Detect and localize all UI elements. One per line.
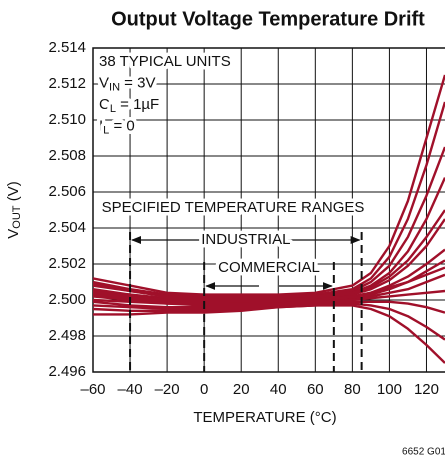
unit-curve — [93, 74, 445, 296]
unit-curve — [93, 300, 445, 314]
unit-curve — [93, 304, 445, 364]
chart-title: Output Voltage Temperature Drift — [111, 8, 425, 30]
y-axis-label: VOUT (V) — [5, 181, 23, 238]
x-tick-label: 40 — [270, 381, 287, 398]
unit-curve — [93, 289, 445, 309]
y-tick-label: 2.506 — [48, 183, 86, 200]
range-label: INDUSTRIAL — [201, 231, 290, 248]
y-tick-label: 2.502 — [48, 255, 86, 272]
note: IL = 0 — [99, 117, 135, 136]
note: 38 TYPICAL UNITS — [99, 53, 231, 70]
x-tick-label: 60 — [307, 381, 324, 398]
x-tick-label: –40 — [118, 381, 143, 398]
range-label: COMMERCIAL — [218, 259, 320, 276]
unit-curve — [93, 209, 445, 300]
note: CL = 1µF — [99, 96, 159, 115]
y-tick-label: 2.512 — [48, 75, 86, 92]
note-sub: IN — [109, 81, 120, 93]
x-tick-label: –20 — [155, 381, 180, 398]
x-tick-label: 20 — [233, 381, 250, 398]
note-tail: = 3V — [120, 74, 155, 91]
y-tick-label: 2.508 — [48, 147, 86, 164]
note-tail: = 1µF — [116, 96, 159, 113]
x-tick-label: 120 — [414, 381, 439, 398]
note-text: 38 TYPICAL UNITS — [99, 53, 231, 70]
note-text: I — [99, 117, 103, 134]
note-tail: = 0 — [109, 117, 134, 134]
figure-id: 6652 G01 — [402, 447, 445, 458]
ranges-title: SPECIFIED TEMPERATURE RANGES — [102, 199, 365, 216]
y-label-main: V — [5, 229, 22, 239]
y-label-sub: OUT — [11, 205, 23, 229]
x-axis-label: TEMPERATURE (°C) — [193, 409, 336, 426]
x-tick-label: 0 — [200, 381, 208, 398]
x-tick-label: 100 — [377, 381, 402, 398]
note-text: C — [99, 96, 110, 113]
x-tick-label: –60 — [80, 381, 105, 398]
x-tick-label: 80 — [344, 381, 361, 398]
unit-curve — [93, 101, 445, 298]
y-tick-label: 2.510 — [48, 111, 86, 128]
note: VIN = 3V — [99, 74, 155, 93]
plot-frame — [92, 47, 445, 373]
y-label-tail: (V) — [5, 181, 22, 205]
y-tick-label: 2.498 — [48, 327, 86, 344]
note-text: V — [99, 74, 109, 91]
y-tick-label: 2.504 — [48, 219, 86, 236]
unit-curve — [93, 266, 445, 302]
y-tick-label: 2.500 — [48, 291, 86, 308]
curves — [93, 74, 445, 364]
y-tick-label: 2.496 — [48, 363, 86, 380]
y-tick-label: 2.514 — [48, 39, 86, 56]
